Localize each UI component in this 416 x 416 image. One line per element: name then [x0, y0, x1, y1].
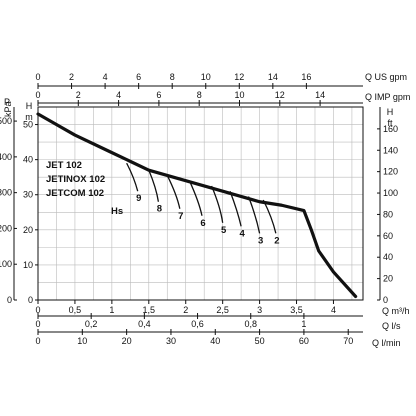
hs-curve [126, 162, 139, 192]
tick-label-kpa: 200 [0, 223, 12, 233]
curves: 9 8 7 6 5 4 3 2 [36, 112, 358, 299]
hs-curve [188, 180, 203, 216]
unit-impgpm: Q IMP gpm [365, 92, 410, 102]
tick-label-lmin: 40 [210, 336, 220, 346]
tick-label-usgpm: 0 [35, 72, 40, 82]
tick-label-ls: 0,8 [244, 319, 257, 329]
tick-label-lmin: 60 [299, 336, 309, 346]
axis-title-h-right: H [387, 107, 394, 117]
tick-label-ft: 160 [383, 124, 398, 134]
tick-label-lmin: 50 [255, 336, 265, 346]
hs-curve [148, 169, 160, 202]
tick-label-m3h: 3 [257, 305, 262, 315]
tick-label-ft: 20 [383, 274, 393, 284]
tick-label-ls: 0,6 [191, 319, 204, 329]
unit-ft: ft [387, 118, 393, 128]
unit-m: m [25, 112, 33, 122]
tick-label-ft: 40 [383, 252, 393, 262]
tick-label-impgpm: 12 [275, 90, 285, 100]
tick-label-ft: 0 [383, 295, 388, 305]
tick-label-kpa: 0 [7, 295, 12, 305]
tick-label-m3h: 0,5 [69, 305, 82, 315]
tick-label-impgpm: 4 [116, 90, 121, 100]
tick-label-lmin: 10 [77, 336, 87, 346]
tick-label-ls: 0,4 [138, 319, 151, 329]
tick-label-m3h: 1,5 [143, 305, 156, 315]
tick-label-ft: 80 [383, 209, 393, 219]
tick-label-usgpm: 4 [103, 72, 108, 82]
tick-label-ft: 60 [383, 231, 393, 241]
tick-label-usgpm: 8 [170, 72, 175, 82]
tick-label-impgpm: 6 [156, 90, 161, 100]
unit-kpa: kPa [3, 101, 13, 117]
axis-title-h-left: H [26, 101, 33, 111]
unit-ls: Q l/s [382, 321, 401, 331]
series-line-main [36, 112, 358, 299]
hs-curve-label: 4 [239, 228, 245, 239]
tick-label-usgpm: 10 [201, 72, 211, 82]
legend: JET 102 JETINOX 102 JETCOM 102 [46, 160, 105, 199]
grid [38, 107, 363, 300]
tick-label-lmin: 20 [122, 336, 132, 346]
tick-label-m: 40 [23, 155, 33, 165]
tick-label-m: 30 [23, 190, 33, 200]
legend-line-2: JETINOX 102 [46, 174, 105, 185]
tick-label-usgpm: 2 [69, 72, 74, 82]
tick-label-kpa: 400 [0, 152, 12, 162]
hs-curve-label: 7 [178, 211, 183, 222]
tick-label-lmin: 70 [343, 336, 353, 346]
tick-label-m3h: 0 [35, 305, 40, 315]
tick-label-impgpm: 14 [315, 90, 325, 100]
tick-label-m: 50 [23, 120, 33, 130]
hs-curve-label: 8 [157, 204, 162, 215]
legend-line-3: JETCOM 102 [46, 188, 104, 199]
hs-curve-label: 5 [221, 225, 227, 236]
hs-curve [210, 185, 224, 223]
tick-label-impgpm: 2 [76, 90, 81, 100]
tick-label-usgpm: 14 [268, 72, 278, 82]
tick-label-m3h: 3,5 [290, 305, 303, 315]
tick-label-m3h: 2,5 [216, 305, 229, 315]
tick-label-m: 10 [23, 260, 33, 270]
tick-label-m3h: 4 [331, 305, 336, 315]
hs-curve-label: 2 [274, 235, 279, 246]
hs-curve-label: 6 [200, 218, 205, 229]
tick-label-impgpm: 10 [234, 90, 244, 100]
tick-label-impgpm: 0 [35, 90, 40, 100]
hs-curve [247, 196, 261, 234]
hs-curve [229, 190, 242, 227]
tick-label-kpa: 100 [0, 259, 12, 269]
tick-label-m3h: 1 [109, 305, 114, 315]
tick-label-ls: 0 [35, 319, 40, 329]
tick-label-lmin: 0 [35, 336, 40, 346]
hs-curve [166, 175, 181, 209]
hs-curve-label: 3 [258, 235, 263, 246]
tick-label-ft: 100 [383, 188, 398, 198]
hs-label: Hs [111, 206, 123, 217]
tick-label-lmin: 30 [166, 336, 176, 346]
axis-title-p: P [4, 97, 10, 107]
tick-label-m3h: 2 [183, 305, 188, 315]
axes: 0 0,5 1 1,5 2 2,5 3 3,5 4 Q m³/h0 0,2 0,4 0,6 0,8 1 Q l… [0, 72, 410, 348]
tick-label-m: 20 [23, 225, 33, 235]
legend-line-1: JET 102 [46, 160, 82, 171]
unit-m3h: Q m³/h [382, 306, 410, 316]
unit-usgpm: Q US gpm [365, 72, 407, 82]
tick-label-ls: 1 [301, 319, 306, 329]
hs-curve [262, 199, 277, 234]
tick-label-kpa: 300 [0, 188, 12, 198]
tick-label-usgpm: 16 [301, 72, 311, 82]
unit-lmin: Q l/min [372, 338, 401, 348]
plot-frame [37, 106, 364, 301]
tick-label-usgpm: 12 [234, 72, 244, 82]
hs-curve-label: 9 [136, 193, 141, 204]
tick-label-ft: 120 [383, 167, 398, 177]
tick-label-m: 0 [28, 295, 33, 305]
tick-label-ft: 140 [383, 145, 398, 155]
tick-label-usgpm: 6 [136, 72, 141, 82]
tick-label-kpa: 500 [0, 116, 12, 126]
tick-label-ls: 0,2 [85, 319, 98, 329]
tick-label-impgpm: 8 [197, 90, 202, 100]
